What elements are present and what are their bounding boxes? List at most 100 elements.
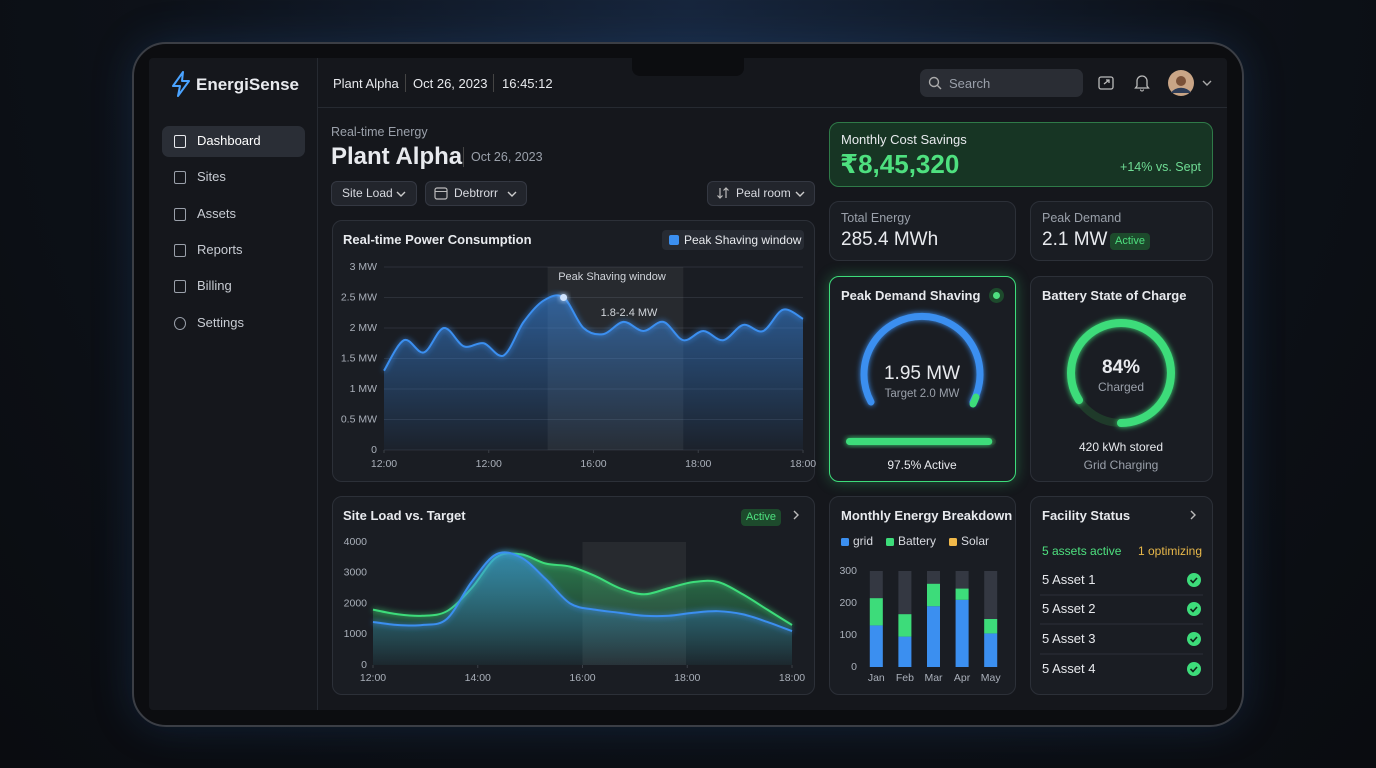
x-tick-label: May <box>981 672 1002 684</box>
legend-box <box>662 230 804 250</box>
charge-value: 84% <box>1101 357 1141 378</box>
asset-label: 5 Asset 4 <box>1042 661 1096 676</box>
topbar-time: 16:45:12 <box>502 76 553 91</box>
line <box>372 551 793 633</box>
check-mark <box>1189 666 1198 673</box>
filter-label: Site Load <box>342 186 393 200</box>
nav-label: Settings <box>197 315 244 330</box>
bar-segment <box>927 606 940 667</box>
stored: 420 kWh stored <box>1078 440 1164 454</box>
x-tick-label: 12:00 <box>371 458 397 470</box>
chevron-right[interactable] <box>1187 509 1199 521</box>
savings-change: +14% vs. Sept <box>1120 160 1201 174</box>
card-value: 285.4 MWh <box>841 229 939 250</box>
nav-icon <box>174 135 186 148</box>
bar-segment <box>869 625 883 667</box>
legend-swatch <box>669 235 679 245</box>
nav-icon <box>174 317 186 330</box>
x-tick-label: 14:00 <box>465 672 491 684</box>
y-tick-label: 2 MW <box>350 322 378 334</box>
status-check <box>1187 662 1201 676</box>
y-tick-label: 4000 <box>344 536 368 548</box>
nav-label: Assets <box>197 206 237 221</box>
legend-swatch <box>886 538 894 546</box>
app-name: EnergiSense <box>196 75 299 94</box>
charge-state: Charged <box>1097 380 1145 394</box>
gauge-value: 1.95 MW <box>883 363 961 384</box>
bar-segment <box>984 619 998 634</box>
chevron <box>396 191 406 197</box>
y-tick-label: 200 <box>839 597 857 609</box>
header-date: Oct 26, 2023 <box>471 150 543 164</box>
notch <box>632 58 744 76</box>
bar-segment <box>898 614 912 637</box>
x-tick-label: 18:00 <box>685 458 711 470</box>
separator <box>493 74 494 92</box>
status-check <box>1187 573 1201 587</box>
y-tick-label: 0 <box>361 659 367 671</box>
bell-icon[interactable] <box>1134 74 1150 92</box>
status-badge: Active <box>741 509 781 526</box>
calendar-icon <box>434 187 448 200</box>
x-tick-label: 12:00 <box>476 458 502 470</box>
line <box>372 552 793 626</box>
asset-label: 5 Asset 2 <box>1042 601 1096 616</box>
x-tick-label: 12:00 <box>360 672 386 684</box>
gauge-target: Target 2.0 MW <box>884 388 960 400</box>
battery-card <box>1030 276 1213 482</box>
nav-label: Billing <box>197 278 232 293</box>
mode: Grid Charging <box>1083 458 1159 472</box>
nav-label: Dashboard <box>197 133 261 148</box>
filter-label: Peal room <box>736 186 791 200</box>
card-title: Real-time Power Consumption <box>343 232 532 247</box>
bar-segment <box>869 598 883 626</box>
y-tick-label: 300 <box>839 565 857 577</box>
x-tick-label: 16:00 <box>569 672 595 684</box>
x-tick-label: 16:00 <box>580 458 606 470</box>
check-mark <box>1189 577 1198 584</box>
area <box>384 295 803 450</box>
y-tick-label: 2.5 MW <box>341 291 377 303</box>
nav-label: Sites <box>197 169 226 184</box>
savings-card <box>829 122 1213 187</box>
y-tick-label: 3000 <box>344 567 368 579</box>
x-tick-label: Apr <box>954 672 971 684</box>
x-tick-label: Mar <box>924 672 943 684</box>
savings-value: ₹8,45,320 <box>840 149 960 179</box>
sort-icon <box>717 187 729 199</box>
legend-swatch <box>841 538 849 546</box>
eyebrow: Real-time Energy <box>331 125 428 139</box>
summary-optimizing: 1 optimizing <box>1138 544 1203 558</box>
y-tick-label: 2000 <box>344 597 368 609</box>
card-value: 2.1 MW <box>1042 229 1108 250</box>
annotation: 1.8-2.4 MW <box>601 307 658 319</box>
search-box[interactable] <box>920 69 1083 97</box>
card-title: Monthly Energy Breakdown <box>841 508 1013 523</box>
chevron <box>507 191 517 197</box>
topbar-site: Plant Alpha <box>333 76 399 91</box>
nav-icon <box>174 208 186 221</box>
page-title: Plant Alpha <box>331 143 463 170</box>
bar-segment <box>984 633 998 667</box>
total-energy-card <box>829 201 1016 261</box>
topbar-divider <box>318 107 1227 108</box>
bar-segment <box>927 583 940 607</box>
avatar[interactable] <box>1168 70 1216 97</box>
legend-label: Peak Shaving window <box>684 233 802 247</box>
filter-button[interactable]: Site Load <box>331 181 417 206</box>
nav-icon <box>174 244 186 257</box>
share-icon[interactable] <box>1098 75 1116 92</box>
y-tick-label: 1000 <box>344 628 368 640</box>
card-title: Peak Demand Shaving <box>841 288 981 303</box>
check-mark <box>1189 606 1198 613</box>
chevron-right[interactable] <box>790 509 802 521</box>
card-title: Site Load vs. Target <box>343 508 466 523</box>
bar-segment <box>955 588 969 600</box>
summary-active: 5 assets active <box>1042 544 1122 558</box>
logo-icon <box>172 71 190 97</box>
x-tick-label: 18:00 <box>779 672 805 684</box>
filter-label: Debtrorr <box>454 186 499 200</box>
card-title: Battery State of Charge <box>1042 288 1187 303</box>
gauge-arc <box>860 312 984 406</box>
